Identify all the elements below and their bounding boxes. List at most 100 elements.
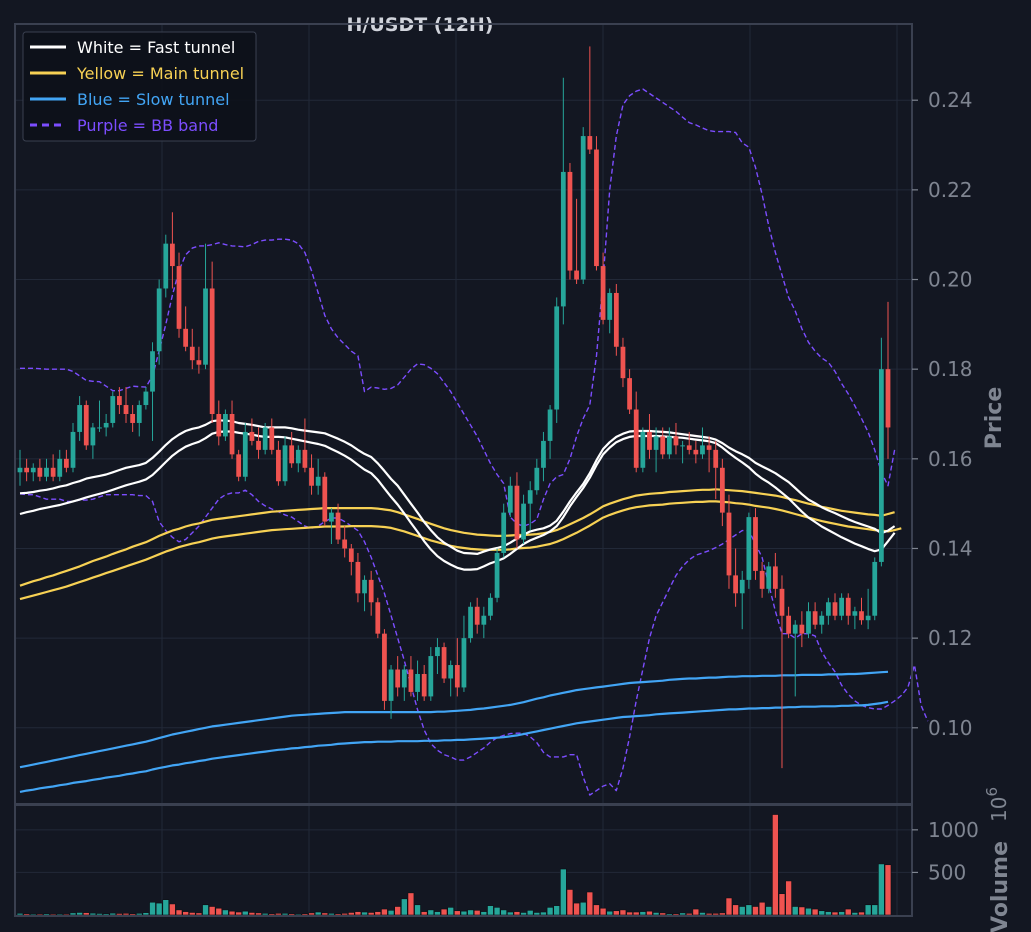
candle xyxy=(746,512,752,589)
candle-body xyxy=(103,422,109,428)
candle-body xyxy=(229,414,235,455)
candle xyxy=(627,369,632,414)
candle xyxy=(342,526,348,558)
candle-body xyxy=(77,405,83,432)
candle-body xyxy=(885,369,891,428)
candle xyxy=(408,656,414,697)
candle-body xyxy=(348,548,354,562)
volume-bar xyxy=(659,912,666,916)
candle-body xyxy=(236,454,242,477)
candle-body xyxy=(779,588,785,616)
candle xyxy=(44,458,49,482)
candle xyxy=(189,328,195,370)
candle xyxy=(653,427,659,473)
candle-body xyxy=(441,647,447,679)
candle-body xyxy=(388,669,394,701)
candle xyxy=(136,400,142,437)
volume-bar xyxy=(692,908,700,916)
candle xyxy=(315,458,321,495)
candle xyxy=(130,405,136,432)
volume-bar xyxy=(374,911,382,916)
candle-body xyxy=(362,579,367,594)
candle-body xyxy=(686,445,692,450)
volume-bar xyxy=(553,905,560,916)
candle xyxy=(481,606,487,639)
candle xyxy=(183,306,189,352)
volume-bar xyxy=(76,912,83,916)
candle-body xyxy=(852,611,858,616)
candle xyxy=(700,427,705,459)
volume-tick-label: 500 xyxy=(928,860,966,884)
candle xyxy=(421,665,427,701)
candle xyxy=(534,458,540,495)
volume-scale-label: 106 xyxy=(983,787,1011,822)
price-axis-label: Price xyxy=(982,387,1007,449)
candle-body xyxy=(587,136,593,150)
candle xyxy=(825,597,831,625)
candle-body xyxy=(488,597,493,616)
volume-bar xyxy=(261,912,269,916)
candle xyxy=(223,409,228,441)
candle xyxy=(150,342,155,441)
volume-bar xyxy=(613,910,620,916)
candle xyxy=(872,557,878,621)
volume-bar xyxy=(639,911,647,916)
candle-body xyxy=(534,467,540,491)
volume-bar xyxy=(825,911,832,916)
volume-bar xyxy=(288,913,295,916)
volume-bar xyxy=(772,814,779,916)
candle xyxy=(97,400,102,432)
candle xyxy=(176,252,182,338)
candle-body xyxy=(136,405,142,423)
candle-body xyxy=(746,517,752,580)
candle-body xyxy=(653,436,659,450)
candle-body xyxy=(130,414,136,423)
volume-bar xyxy=(752,906,759,916)
candle xyxy=(30,463,36,482)
volume-bar xyxy=(434,911,441,916)
volume-bar xyxy=(301,913,309,916)
candle-body xyxy=(680,445,685,447)
candle xyxy=(90,422,96,459)
candle xyxy=(448,660,454,697)
volume-bar xyxy=(533,912,541,916)
volume-bar xyxy=(454,910,461,916)
volume-bar xyxy=(89,912,97,916)
volume-bar xyxy=(49,913,57,916)
candle-body xyxy=(150,351,155,392)
candle xyxy=(819,611,825,634)
candle-body xyxy=(63,458,69,468)
candle xyxy=(693,440,699,464)
volume-bar xyxy=(619,909,627,916)
volume-bar xyxy=(573,902,580,916)
price-tick-label: 0.12 xyxy=(928,626,973,650)
candle-body xyxy=(613,292,619,347)
volume-bar xyxy=(586,891,594,916)
volume-bar xyxy=(414,904,421,916)
candle-body xyxy=(83,405,89,446)
candle xyxy=(766,561,772,594)
candle-body xyxy=(766,566,772,589)
candle-body xyxy=(302,449,308,468)
candle xyxy=(256,427,261,459)
candle xyxy=(295,445,301,473)
legend-box xyxy=(22,31,257,142)
candle-body xyxy=(57,458,63,477)
bb-band-lines xyxy=(19,88,929,796)
candle-body xyxy=(50,467,56,477)
candle-body xyxy=(567,171,573,271)
volume-bar xyxy=(155,902,163,916)
price-tick-label: 0.14 xyxy=(928,536,973,560)
volume-bar xyxy=(467,909,474,916)
volume-bar xyxy=(719,912,726,916)
volume-bar xyxy=(420,911,428,916)
candle-body xyxy=(812,611,818,625)
candle xyxy=(329,508,334,544)
volume-bar xyxy=(480,911,488,916)
volume-bar xyxy=(36,913,44,916)
candle-body xyxy=(547,409,553,441)
candle xyxy=(302,418,308,473)
candle-body xyxy=(719,467,725,513)
